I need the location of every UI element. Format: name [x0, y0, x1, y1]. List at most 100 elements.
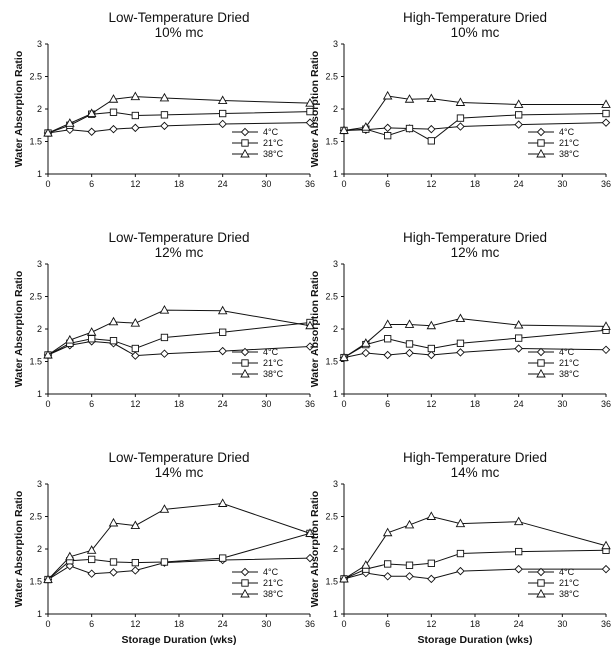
chart-subtitle: 10% mc	[451, 25, 500, 40]
y-tick-label: 1	[333, 169, 338, 179]
legend-entry: 4°C	[263, 127, 279, 137]
y-tick-label: 1	[37, 389, 42, 399]
x-tick-label: 36	[601, 619, 611, 629]
x-tick-label: 18	[470, 399, 480, 409]
data-point	[43, 574, 53, 583]
data-point	[601, 540, 611, 550]
data-point	[160, 558, 169, 566]
data-point	[427, 124, 436, 134]
legend-marker	[240, 127, 250, 137]
legend-marker	[537, 139, 545, 147]
data-point	[384, 335, 392, 343]
data-point	[513, 319, 524, 329]
legend: 4°C21°C38°C	[528, 127, 580, 159]
legend-marker	[240, 347, 250, 357]
legend-entry: 4°C	[559, 127, 575, 137]
data-point	[159, 92, 170, 102]
x-tick-label: 6	[89, 399, 94, 409]
data-point	[65, 334, 75, 344]
chart-title: High-Temperature Dried	[403, 450, 547, 465]
legend-marker	[536, 588, 546, 598]
data-point	[130, 318, 141, 327]
x-tick-label: 0	[45, 179, 50, 189]
data-point	[427, 559, 435, 567]
data-point	[305, 98, 315, 107]
legend-entry: 38°C	[263, 589, 284, 599]
y-tick-label: 2	[37, 104, 42, 114]
x-tick-label: 18	[174, 179, 184, 189]
x-tick-label: 30	[557, 179, 567, 189]
data-point	[456, 549, 465, 558]
chart-subtitle: 14% mc	[451, 465, 500, 480]
x-tick-label: 12	[130, 179, 140, 189]
x-tick-label: 12	[426, 179, 436, 189]
y-tick-label: 1.5	[325, 577, 338, 587]
data-point	[515, 334, 523, 342]
x-tick-label: 30	[557, 619, 567, 629]
data-point	[455, 313, 466, 323]
data-point	[339, 352, 349, 362]
legend-entry: 38°C	[263, 149, 284, 159]
data-point	[405, 561, 414, 569]
legend-entry: 38°C	[559, 589, 580, 599]
data-point	[43, 127, 53, 137]
data-point	[601, 564, 611, 574]
y-tick-label: 2	[333, 544, 338, 554]
data-point	[131, 559, 139, 567]
series-line	[47, 96, 311, 134]
legend-marker	[240, 567, 250, 577]
chart-title: Low-Temperature Dried	[108, 10, 249, 25]
legend-entry: 21°C	[263, 358, 284, 368]
legend-entry: 21°C	[559, 578, 580, 588]
x-tick-label: 18	[470, 179, 480, 189]
y-tick-label: 1	[333, 609, 338, 619]
data-point	[427, 574, 436, 584]
legend-entry: 38°C	[559, 149, 580, 159]
data-point	[361, 560, 371, 569]
data-point	[65, 118, 75, 127]
legend-marker	[240, 148, 250, 158]
data-point	[131, 566, 140, 575]
data-point	[427, 344, 435, 353]
y-tick-label: 2	[333, 324, 338, 334]
data-point	[601, 345, 611, 355]
data-point	[361, 348, 371, 358]
series-line	[343, 318, 607, 359]
legend-marker	[536, 368, 546, 378]
x-tick-label: 24	[218, 179, 228, 189]
y-tick-label: 2.5	[29, 292, 42, 302]
data-point	[108, 517, 119, 527]
data-point	[456, 114, 465, 122]
legend-entry: 21°C	[263, 578, 284, 588]
data-point	[601, 118, 611, 127]
data-point	[86, 545, 97, 554]
data-point	[131, 351, 140, 360]
y-tick-label: 1.5	[325, 357, 338, 367]
data-point	[305, 342, 315, 351]
data-point	[305, 528, 315, 537]
y-axis-label: Water Absorption Ratio	[309, 491, 321, 607]
data-point	[602, 109, 610, 118]
legend-marker	[241, 139, 249, 147]
legend: 4°C21°C38°C	[232, 347, 284, 379]
x-axis-label: Storage Duration (wks)	[418, 634, 533, 646]
legend: 4°C21°C38°C	[232, 127, 284, 159]
legend-marker	[536, 347, 546, 357]
y-tick-label: 3	[333, 39, 338, 49]
data-point	[382, 90, 393, 100]
data-point	[130, 520, 141, 530]
series-3	[339, 313, 611, 362]
legend-marker	[240, 368, 250, 378]
chart-title: Low-Temperature Dried	[108, 450, 249, 465]
chart-subtitle: 12% mc	[155, 245, 204, 260]
y-axis-label: Water Absorption Ratio	[13, 271, 25, 387]
data-point	[109, 558, 118, 566]
data-point	[384, 131, 392, 140]
data-point	[305, 320, 315, 330]
data-point	[219, 328, 227, 336]
chart-title: Low-Temperature Dried	[108, 230, 249, 245]
x-tick-label: 18	[470, 619, 480, 629]
data-point	[513, 516, 524, 526]
